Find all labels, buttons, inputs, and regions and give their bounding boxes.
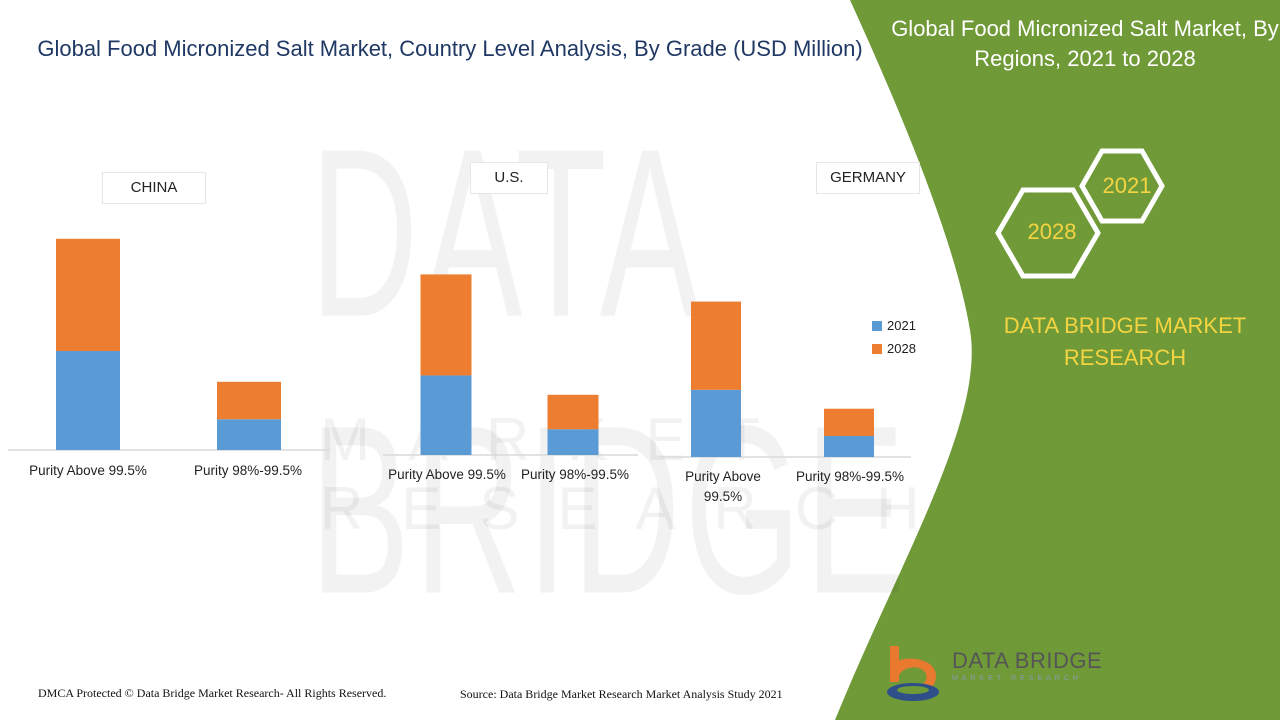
hexagon-2021 — [1079, 148, 1165, 224]
side-panel-title: Global Food Micronized Salt Market, By R… — [891, 16, 1279, 71]
hex-year-2028: 2028 — [1027, 219, 1077, 244]
legend-item-2021: 2021 — [872, 318, 916, 333]
hexagon-graphic — [995, 148, 1165, 279]
bar-us-above-2028 — [420, 274, 472, 376]
bar-china-98-2021 — [217, 419, 281, 450]
footer-source: Source: Data Bridge Market Research Mark… — [460, 687, 783, 701]
bar-germany-above-2021 — [691, 389, 741, 457]
bar-us-above-2021 — [420, 375, 472, 455]
legend-item-2028: 2028 — [872, 341, 916, 356]
legend-swatch-2028 — [872, 343, 882, 354]
xlabel-china-98: Purity 98%-99.5% — [193, 463, 303, 478]
xlabel-us-above: Purity Above 99.5% — [388, 467, 506, 482]
country-label-germany: GERMANY — [816, 162, 920, 194]
xlabel-us-98: Purity 98%-99.5% — [520, 467, 630, 482]
xlabel-china-above: Purity Above 99.5% — [29, 463, 147, 478]
xlabel-germany-above: Purity Above 99.5% — [685, 469, 761, 504]
bar-china-above-2028 — [56, 238, 120, 351]
bar-germany-98-2021 — [824, 436, 874, 457]
bar-china-98-2028 — [217, 381, 281, 420]
watermark-text: DATA BRIDGE — [310, 98, 910, 644]
brand-name: DATA BRIDGE MARKET RESEARCH — [1003, 313, 1247, 370]
hex-year-2021: 2021 — [1102, 173, 1152, 198]
chart-main-title: Global Food Micronized Salt Market, Coun… — [37, 36, 863, 61]
hexagon-2028 — [995, 187, 1101, 279]
footer-copyright: DMCA Protected © Data Bridge Market Rese… — [38, 686, 387, 700]
xlabel-germany-98: Purity 98%-99.5% — [795, 469, 905, 484]
bar-us-98-2021 — [547, 429, 599, 455]
legend-swatch-2021 — [872, 320, 882, 331]
logo-name: DATA BRIDGE — [952, 648, 1103, 673]
bar-china-above-2021 — [56, 351, 120, 450]
legend-label-2021: 2021 — [887, 318, 916, 333]
logo-icon — [887, 646, 939, 701]
legend-label-2028: 2028 — [887, 341, 916, 356]
country-label-china: CHINA — [102, 172, 206, 204]
green-side-panel — [835, 0, 1280, 720]
bar-us-98-2028 — [547, 394, 599, 430]
bar-germany-98-2028 — [824, 408, 874, 436]
watermark-subtext: MARKET RESEARCH — [320, 406, 958, 542]
logo-subtitle: MARKET RESEARCH — [952, 675, 1082, 682]
country-label-us: U.S. — [470, 162, 548, 194]
bar-germany-above-2028 — [691, 301, 741, 390]
